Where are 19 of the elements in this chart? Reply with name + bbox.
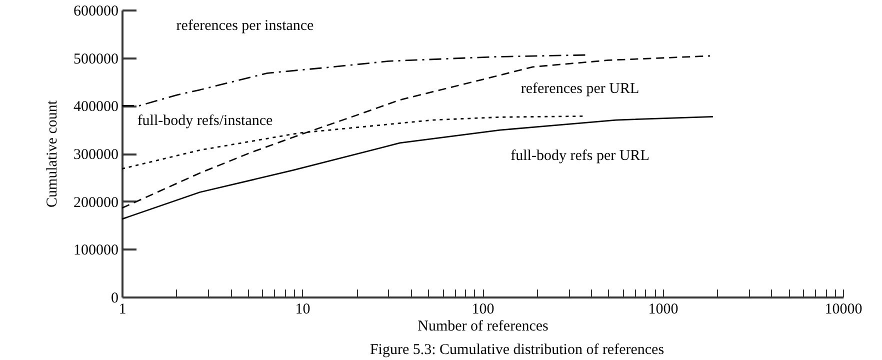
x-tick-label: 1000: [648, 302, 678, 318]
y-tick-label: 400000: [74, 99, 118, 116]
y-tick-label: 500000: [74, 51, 118, 68]
x-tick-label: 10: [295, 302, 310, 318]
series-label: references per URL: [520, 81, 640, 97]
x-axis-title: Number of references: [418, 318, 549, 334]
y-tick-label: 0: [111, 290, 118, 306]
x-tick-label: 10000: [824, 302, 862, 318]
x-tick-label: 100: [472, 302, 494, 318]
series-label: full-body refs/instance: [137, 113, 274, 129]
y-tick-label: 200000: [74, 194, 118, 211]
y-tick-label: 300000: [74, 147, 118, 163]
x-tick-label: 1: [118, 302, 126, 318]
text: references per instance: [176, 18, 314, 34]
y-tick-label: 600000: [74, 4, 118, 20]
caption: Figure 5.3: Cumulative distribution of references: [370, 342, 664, 358]
y-axis-title: Cumulative count: [44, 100, 60, 208]
series-label: full-body refs per URL: [510, 148, 650, 164]
y-tick-label: 100000: [74, 242, 118, 259]
